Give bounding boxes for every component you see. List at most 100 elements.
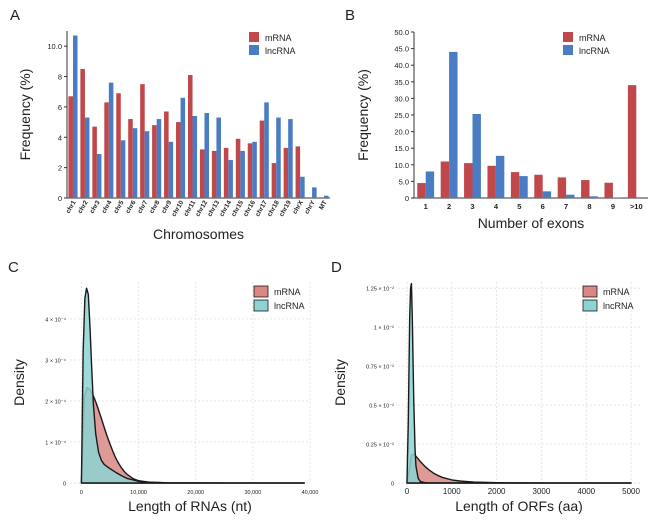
bar-lncrna <box>108 82 114 198</box>
bar-lncrna <box>472 114 481 198</box>
bar-mrna <box>417 183 426 198</box>
x-tick-label: chr1 <box>65 199 78 215</box>
bar-lncrna <box>264 102 269 198</box>
bar-lncrna <box>288 119 293 198</box>
bar-lncrna <box>324 195 329 198</box>
x-tick-label: 0 <box>405 487 410 496</box>
x-tick-label: 1 <box>424 202 428 211</box>
panel-b: B 0 5.0 10.0 15.0 20.0 25.0 30.0 35.0 40.0 45.0 50.… <box>345 7 648 231</box>
bar-mrna <box>116 93 121 198</box>
bar-mrna <box>487 165 496 198</box>
bar-lncrna <box>300 176 305 198</box>
bar-lncrna <box>519 176 528 198</box>
bar-mrna <box>510 172 520 198</box>
y-tick-label: 0.5 × 10⁻² <box>369 404 394 410</box>
panel-c: C 0 10,000 20,000 30,000 40,000 0 1 × 10⁻⁴ 2 × 1… <box>8 259 318 514</box>
bar-mrna <box>247 143 253 198</box>
x-tick-label: chrX <box>292 199 306 216</box>
legend-swatch <box>253 285 269 298</box>
bar-mrna <box>271 163 277 198</box>
bar-mrna <box>80 68 85 198</box>
y-axis-title: Density <box>11 359 27 406</box>
bar-mrna <box>176 122 181 198</box>
y-tick-label: 0 <box>58 194 62 203</box>
y-tick-label: 1 × 10⁻² <box>374 326 394 332</box>
bar-mrna <box>92 126 97 198</box>
x-tick-label: 40,000 <box>302 490 319 496</box>
x-axis-title: Number of exons <box>478 215 585 231</box>
bar-mrna <box>68 96 73 198</box>
x-tick-label: 2000 <box>488 487 506 496</box>
x-tick-label: 20,000 <box>187 490 204 496</box>
bar-lncrna <box>542 191 552 198</box>
x-tick-label: chr4 <box>101 199 114 215</box>
bar-mrna <box>604 182 613 198</box>
bar-mrna <box>199 149 205 198</box>
y-tick-label: 2 <box>58 164 62 173</box>
legend-label: mRNA <box>274 287 301 297</box>
y-tick-label: 0 <box>405 194 409 203</box>
density-area-lncrna <box>406 282 632 484</box>
x-axis-title: Length of ORFs (aa) <box>455 498 583 514</box>
panel-label: D <box>331 259 342 276</box>
bar-lncrna <box>180 97 186 198</box>
bar-mrna <box>235 138 241 198</box>
x-axis-title: Length of RNAs (nt) <box>128 498 252 514</box>
y-tick-label: 6 <box>58 103 62 112</box>
x-tick-label: chr8 <box>148 199 161 215</box>
x-tick-label: chr3 <box>89 199 102 215</box>
y-tick-label: 4 × 10⁻⁴ <box>45 316 66 323</box>
y-axis-title: Frequency (%) <box>355 69 371 161</box>
bar-lncrna <box>120 140 126 198</box>
y-tick-label: 0.75 × 10⁻² <box>366 365 394 371</box>
plot-area <box>398 282 640 483</box>
y-tick-label: 8 <box>58 73 62 82</box>
bar-lncrna <box>144 131 150 198</box>
y-tick-label: 0 <box>63 482 66 488</box>
bar-mrna <box>223 147 229 198</box>
x-tick-label: 1000 <box>443 487 461 496</box>
legend-swatch <box>249 45 259 55</box>
y-tick-label: 25.0 <box>394 111 409 120</box>
y-tick-label: 1 × 10⁻⁴ <box>45 439 66 446</box>
x-tick-label: 2 <box>447 202 451 211</box>
y-tick-label: 1.25 × 10⁻² <box>366 287 394 293</box>
bar-lncrna <box>425 171 435 198</box>
bar-mrna <box>627 85 637 198</box>
x-tick-label: chr5 <box>113 199 126 215</box>
x-tick-label: 7 <box>564 202 568 211</box>
bar-lncrna <box>192 116 198 198</box>
bar-lncrna <box>566 194 575 198</box>
x-tick-label: 4000 <box>577 487 595 496</box>
bar-lncrna <box>96 153 102 198</box>
y-tick-label: 10.0 <box>47 42 62 51</box>
legend-swatch <box>563 45 573 55</box>
bar-lncrna <box>216 117 221 198</box>
y-tick-label: 40.0 <box>394 61 409 70</box>
bar-mrna <box>164 111 169 198</box>
bar-lncrna <box>228 160 233 198</box>
x-tick-label: chr2 <box>77 199 90 215</box>
x-tick-label: 8 <box>587 202 591 211</box>
x-tick-label: 5 <box>517 202 521 211</box>
y-tick-label: 2 × 10⁻⁴ <box>45 398 66 405</box>
y-tick-label: 0.25 × 10⁻² <box>366 443 394 449</box>
bar-mrna <box>211 150 217 198</box>
bar-lncrna <box>72 35 78 198</box>
y-tick-label: 5.0 <box>399 177 409 186</box>
bar-mrna <box>104 102 109 198</box>
bar-lncrna <box>276 117 281 198</box>
bar-lncrna <box>252 141 257 198</box>
x-tick-label: 30,000 <box>244 490 261 496</box>
x-tick-label: 0 <box>80 490 83 496</box>
y-tick-label: 15.0 <box>394 144 409 153</box>
y-tick-label: 4 <box>58 133 62 142</box>
x-tick-label: 6 <box>541 202 545 211</box>
bar-lncrna <box>495 155 505 198</box>
legend-label: lncRNA <box>603 301 634 311</box>
legend-swatch <box>563 32 573 42</box>
legend-label: lncRNA <box>265 46 296 56</box>
bar-mrna <box>581 180 590 198</box>
